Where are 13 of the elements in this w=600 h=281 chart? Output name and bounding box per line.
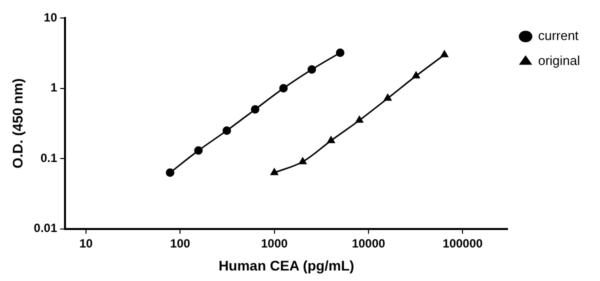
- x-axis-title: Human CEA (pg/mL): [218, 257, 354, 274]
- y-tick-label: 0.1: [40, 150, 58, 165]
- y-tick-label: 1: [50, 80, 58, 95]
- y-tick-label: 0.01: [34, 221, 58, 236]
- x-tick-label: 100: [170, 236, 191, 250]
- x-tick-label: 100000: [442, 236, 484, 250]
- y-tick-label: 10: [44, 10, 58, 24]
- legend-label: current: [538, 28, 579, 44]
- x-tick-label: 10000: [352, 236, 386, 250]
- x-tick-label: 1000: [261, 236, 288, 250]
- x-tick-label: 10: [79, 236, 94, 250]
- legend-label: original: [538, 53, 580, 68]
- y-axis-title: O.D. (450 nm): [9, 78, 26, 169]
